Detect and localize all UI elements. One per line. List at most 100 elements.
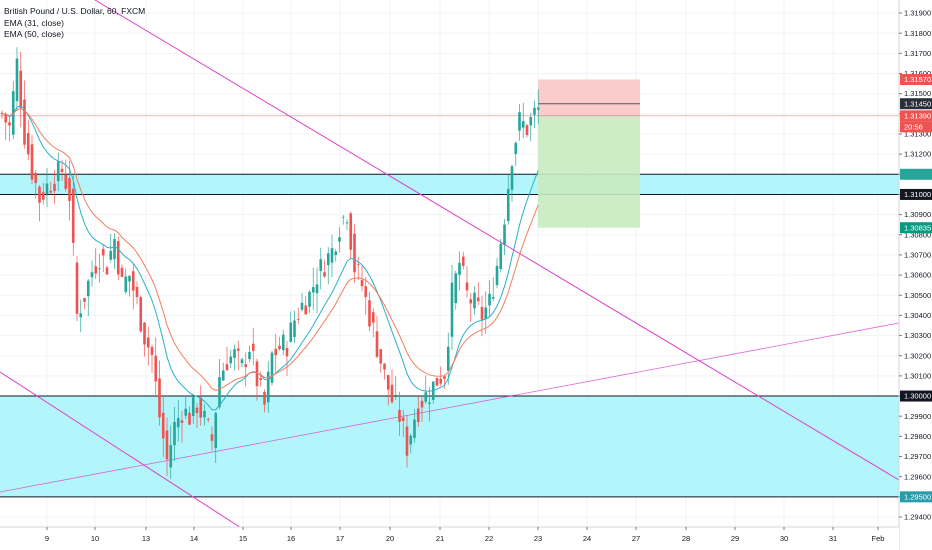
indicator-ema50-label[interactable]: EMA (50, close) (4, 29, 64, 39)
candle-body (206, 419, 210, 420)
price-label: 1.29400 (904, 513, 931, 522)
candle-body (191, 397, 195, 416)
candle-body (371, 312, 375, 323)
price-label: 1.30100 (904, 371, 931, 380)
candle-body (210, 434, 214, 441)
price-label: 1.31200 (904, 150, 931, 159)
indicator-ema31-label[interactable]: EMA (31, close) (4, 18, 64, 28)
candle-body (454, 273, 458, 304)
price-label: 1.29700 (904, 452, 931, 461)
candle-body (525, 125, 529, 136)
candle-body (34, 172, 38, 184)
candle-body (218, 377, 221, 408)
candle-body (23, 99, 26, 145)
candle-body (446, 346, 450, 371)
candle-body (413, 419, 416, 438)
candle-body (38, 186, 41, 203)
candle-body (398, 409, 401, 422)
price-tag-bg (900, 222, 932, 234)
candle-body (8, 122, 11, 126)
candle-body (296, 319, 300, 320)
price-label: 1.30700 (904, 251, 931, 260)
price-tag-bg (900, 188, 932, 200)
candle-body (150, 346, 154, 355)
time-label: 22 (485, 534, 493, 543)
candle-body (341, 216, 345, 218)
candle-body (360, 280, 364, 287)
trendlines[interactable] (0, 0, 900, 536)
candle-body (488, 293, 491, 306)
candle-body (270, 352, 274, 383)
candle-body (154, 355, 158, 382)
candle-body (521, 121, 525, 128)
candle-body (476, 297, 480, 302)
price-label: 1.31900 (904, 9, 931, 18)
price-tag-bg (900, 168, 932, 180)
candle-body (60, 168, 64, 172)
price-label: 1.31600 (904, 69, 931, 78)
candle-body (236, 348, 240, 351)
candle-body (390, 384, 394, 403)
candle-body (0, 112, 4, 115)
price-label: 1.30800 (904, 230, 931, 239)
candle-body (383, 363, 386, 370)
candle-body (323, 272, 326, 277)
candle-body (64, 174, 68, 190)
candle-body (349, 213, 353, 250)
candle-body (461, 256, 465, 266)
time-label: 13 (142, 534, 150, 543)
time-axis[interactable]: 9 10 13 14 15 16 17 20 21 22 23 24 27 28 29 30 31 Feb (0, 526, 899, 550)
price-label: 1.31500 (904, 89, 931, 98)
candle-body (375, 331, 379, 357)
time-label: 28 (682, 534, 690, 543)
short-position-tool[interactable] (0, 79, 899, 228)
candle-body (439, 378, 443, 384)
candle-body (416, 408, 420, 423)
candle-body (315, 284, 319, 294)
candle-body (405, 426, 409, 456)
candle-body (259, 378, 263, 380)
price-label: 1.31700 (904, 49, 931, 58)
candle-body (116, 241, 120, 275)
time-label: 9 (45, 534, 49, 543)
candle-body (409, 435, 413, 445)
candle-body (424, 392, 428, 402)
candle-body (278, 345, 281, 350)
candle-body (109, 250, 113, 260)
price-tag: 1.31450 (904, 99, 931, 108)
price-tag-bg (900, 110, 932, 122)
price-tag: 1.31100 (904, 170, 931, 179)
candle-body (4, 113, 8, 123)
price-tag: 1.31390 (904, 111, 931, 120)
candle-body (450, 282, 454, 337)
candle-body (53, 183, 56, 192)
candle-body (188, 412, 191, 425)
price-tag-bg (900, 98, 932, 110)
price-tag-bg (900, 491, 932, 503)
candle-body (98, 268, 101, 270)
candle-body (379, 349, 383, 364)
candle-body (435, 377, 439, 386)
price-label: 1.29900 (904, 412, 931, 421)
zone-band (0, 396, 899, 497)
candle-body (15, 58, 19, 102)
price-axis[interactable]: 1.31900 1.31800 1.31700 1.31600 1.315001.314… (898, 0, 932, 550)
candle-body (503, 224, 506, 246)
candle-body (495, 265, 499, 286)
candle-body (506, 188, 510, 221)
price-label: 1.30500 (904, 291, 931, 300)
time-label: 17 (336, 534, 344, 543)
candle-body (225, 364, 229, 371)
price-tag: 1.31570 (904, 75, 931, 84)
candle-body (180, 420, 184, 423)
candle-body (120, 267, 124, 277)
candle-body (113, 238, 116, 260)
time-label: 24 (583, 534, 591, 543)
candle-body (484, 307, 488, 319)
price-label: 1.29800 (904, 432, 931, 441)
candle-body (244, 364, 248, 368)
candle-body (79, 313, 83, 318)
candle-body (184, 408, 188, 416)
candle-body (161, 412, 165, 439)
